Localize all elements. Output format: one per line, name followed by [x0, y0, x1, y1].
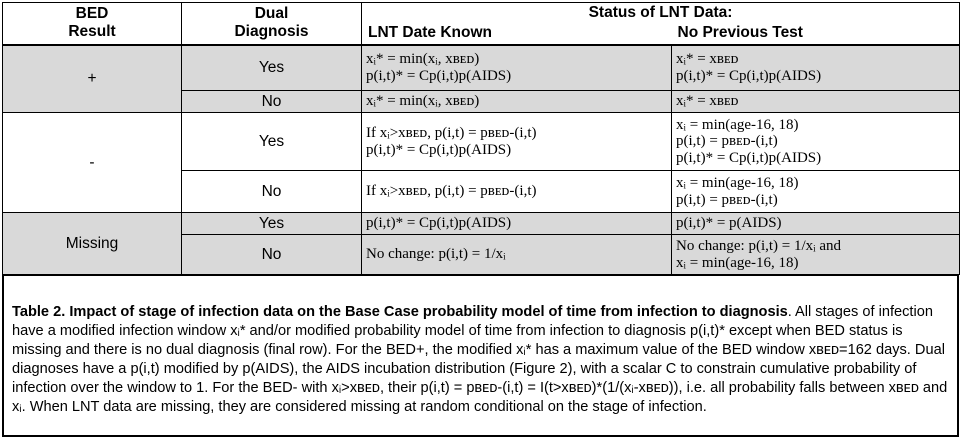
formula-line: xᵢ = min(age-16, 18)	[676, 254, 799, 271]
formula-line: xᵢ* = min(xᵢ, xʙᴇᴅ)	[366, 93, 480, 110]
header-bed-line2: Result	[68, 23, 116, 41]
formula-line: No change: p(i,t) = 1/xᵢ	[366, 246, 506, 263]
dual-cell: Yes	[181, 44, 362, 91]
table-row: + Yes xᵢ* = min(xᵢ, xʙᴇᴅ) p(i,t)* = Cp(i…	[2, 44, 960, 113]
no-prev-cell: xᵢ* = xʙᴇᴅ p(i,t)* = Cp(i,t)p(AIDS)	[671, 44, 960, 91]
header-bed-line1: BED	[75, 5, 109, 23]
formula-line: If xᵢ>xʙᴇᴅ, p(i,t) = pʙᴇᴅ-(i,t)	[366, 125, 537, 141]
formula-line: p(i,t)* = Cp(i,t)p(AIDS)	[366, 141, 512, 158]
table-row: No No change: p(i,t) = 1/xᵢ No change: p…	[2, 234, 960, 275]
spacer	[2, 275, 959, 297]
header-bed-result: BED Result	[2, 2, 182, 46]
dual-cell: No	[181, 90, 362, 113]
header-dual-diagnosis: Dual Diagnosis	[181, 2, 362, 46]
no-prev-cell: No change: p(i,t) = 1/xᵢ and xᵢ = min(ag…	[671, 234, 960, 275]
lnt-known-cell: xᵢ* = min(xᵢ, xʙᴇᴅ) p(i,t)* = Cp(i,t)p(A…	[361, 44, 672, 91]
formula-line: p(i,t)* = Cp(i,t)p(AIDS)	[676, 149, 822, 166]
formula-line: p(i,t)* = Cp(i,t)p(AIDS)	[366, 215, 512, 232]
formula-line: p(i,t) = pʙᴇᴅ-(i,t)	[676, 191, 778, 208]
header-dual-line2: Diagnosis	[234, 23, 309, 41]
formula-line: p(i,t) = pʙᴇᴅ-(i,t)	[676, 133, 778, 150]
formula-line: p(i,t)* = p(AIDS)	[676, 215, 782, 232]
lnt-known-cell: If xᵢ>xʙᴇᴅ, p(i,t) = pʙᴇᴅ-(i,t) p(i,t)* …	[361, 112, 672, 171]
formula-line: p(i,t)* = Cp(i,t)p(AIDS)	[366, 67, 512, 84]
formula-line: xᵢ* = xʙᴇᴅ	[676, 51, 739, 68]
formula-line: xᵢ = min(age-16, 18)	[676, 175, 799, 191]
no-prev-cell: xᵢ = min(age-16, 18) p(i,t) = pʙᴇᴅ-(i,t)…	[671, 112, 960, 171]
table-row: Missing Yes p(i,t)* = Cp(i,t)p(AIDS) p(i…	[2, 212, 960, 275]
dual-cell: Yes	[181, 112, 362, 171]
lnt-known-cell: No change: p(i,t) = 1/xᵢ	[361, 234, 672, 275]
header-lnt-known: LNT Date Known	[361, 22, 672, 46]
lnt-known-cell: p(i,t)* = Cp(i,t)p(AIDS)	[361, 212, 672, 235]
dual-cell: Yes	[181, 212, 362, 235]
formula-line: xᵢ = min(age-16, 18)	[676, 116, 799, 133]
no-prev-cell: p(i,t)* = p(AIDS)	[671, 212, 960, 235]
caption-body: . All stages of infection have a modifie…	[12, 304, 948, 415]
lnt-known-cell: xᵢ* = min(xᵢ, xʙᴇᴅ)	[361, 90, 672, 113]
header-status: Status of LNT Data:	[361, 2, 960, 23]
formula-line: xᵢ* = xʙᴇᴅ	[676, 93, 739, 110]
formula-line: p(i,t)* = Cp(i,t)p(AIDS)	[676, 67, 822, 84]
formula-line: xᵢ* = min(xᵢ, xʙᴇᴅ)	[366, 51, 480, 68]
header-dual-line1: Dual	[254, 5, 289, 23]
header-no-prev: No Previous Test	[671, 22, 960, 46]
lnt-known-cell: If xᵢ>xʙᴇᴅ, p(i,t) = pʙᴇᴅ-(i,t)	[361, 170, 672, 213]
dual-cell: No	[181, 170, 362, 213]
caption-label: Table 2. Impact of stage of infection da…	[12, 304, 788, 320]
no-prev-cell: xᵢ = min(age-16, 18) p(i,t) = pʙᴇᴅ-(i,t)	[671, 170, 960, 213]
results-table: BED Result Dual Diagnosis Status of LNT …	[2, 2, 960, 275]
table-row: No If xᵢ>xʙᴇᴅ, p(i,t) = pʙᴇᴅ-(i,t) xᵢ = …	[3, 170, 960, 213]
table-row: No xᵢ* = min(xᵢ, xʙᴇᴅ) xᵢ* = xʙᴇᴅ	[2, 90, 960, 113]
formula-line: If xᵢ>xʙᴇᴅ, p(i,t) = pʙᴇᴅ-(i,t)	[366, 183, 537, 200]
bed-result-cell: -	[2, 112, 182, 213]
no-prev-cell: xᵢ* = xʙᴇᴅ	[671, 90, 960, 113]
dual-cell: No	[181, 234, 362, 275]
table-caption: Table 2. Impact of stage of infection da…	[2, 297, 959, 437]
bed-result-cell: +	[2, 44, 182, 113]
table-row: - Yes If xᵢ>xʙᴇᴅ, p(i,t) = pʙᴇᴅ-(i,t) p(…	[2, 112, 960, 213]
bed-result-cell: Missing	[2, 212, 182, 275]
formula-line: No change: p(i,t) = 1/xᵢ and	[676, 238, 842, 254]
